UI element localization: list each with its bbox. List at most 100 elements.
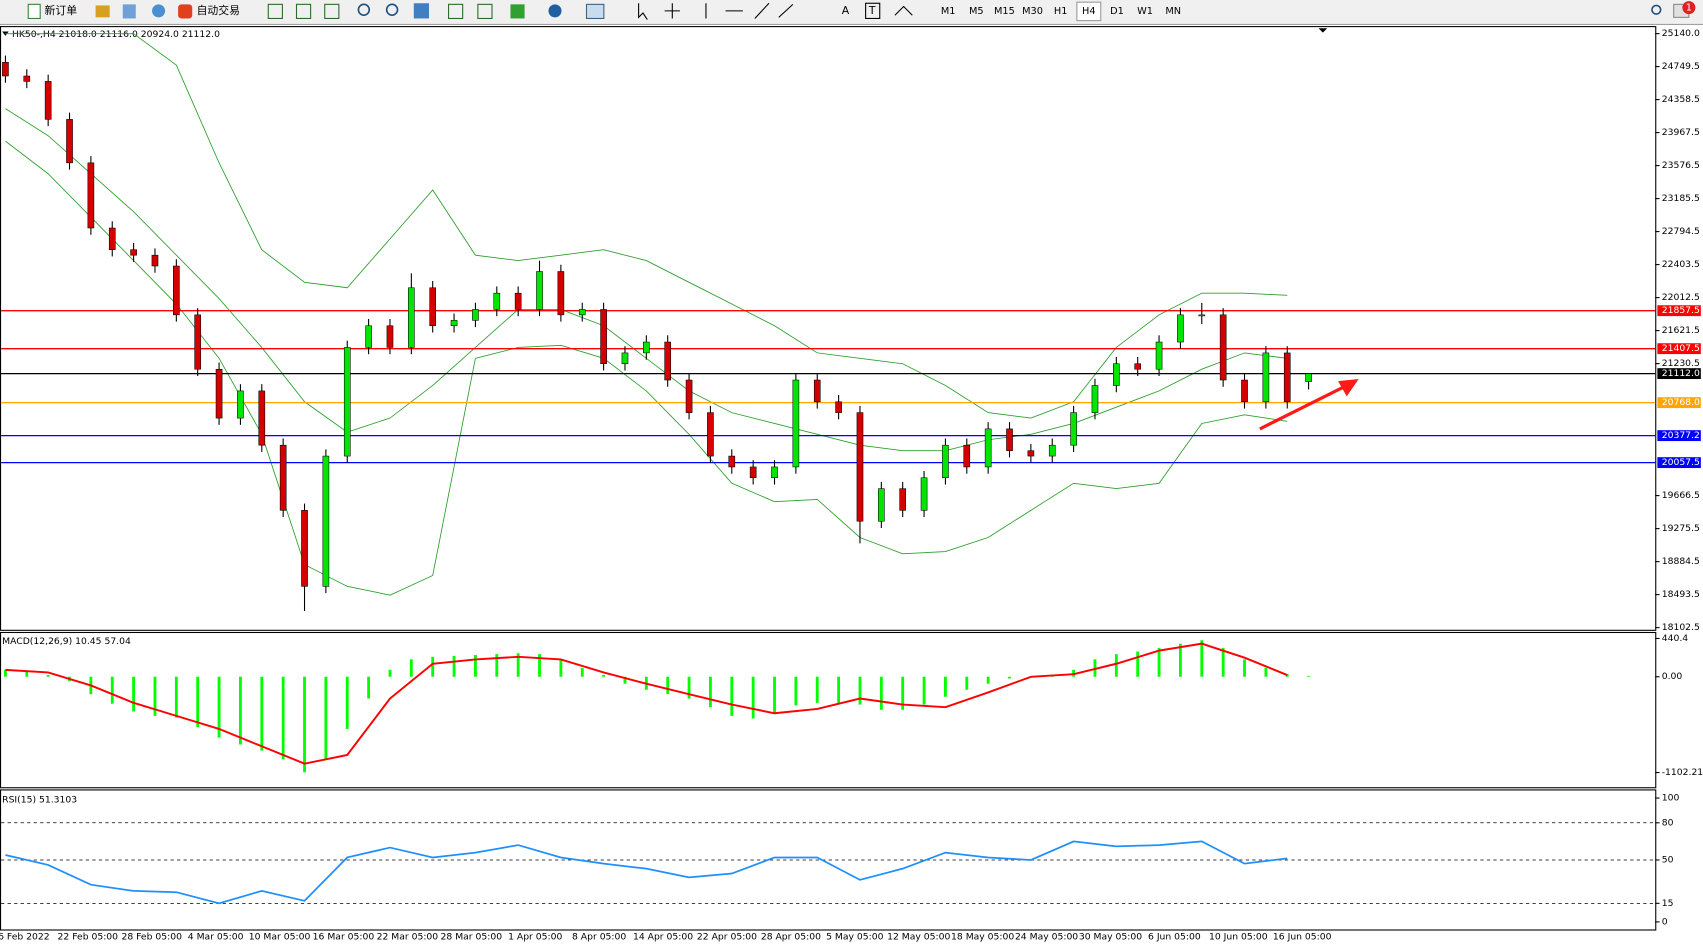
- macd-bar: [730, 676, 734, 716]
- candle-body: [1070, 412, 1077, 446]
- icon[interactable]: [638, 3, 648, 20]
- y-tick-label: 80: [1662, 817, 1674, 828]
- search-icon[interactable]: [1651, 4, 1662, 15]
- x-tick-label: 22 Apr 05:00: [697, 932, 757, 943]
- y-tick-label: 19275.5: [1662, 523, 1700, 534]
- new-order[interactable]: 新订单: [45, 3, 78, 17]
- macd-bar: [901, 676, 905, 710]
- price-level-tag: [1657, 457, 1701, 469]
- timeframe[interactable]: M5: [969, 6, 984, 17]
- price-level-tag: [1657, 343, 1701, 355]
- candle-body: [87, 162, 95, 229]
- icon[interactable]: [385, 3, 399, 17]
- timeframe[interactable]: MN: [1165, 6, 1181, 17]
- macd-bar: [858, 676, 862, 705]
- x-tick-label: 28 Apr 05:00: [761, 932, 821, 943]
- y-tick-label: 24749.5: [1662, 61, 1700, 72]
- macd-bar: [132, 676, 136, 712]
- icon[interactable]: [178, 4, 193, 19]
- timeframe[interactable]: M15: [994, 6, 1015, 17]
- macd-bar: [196, 676, 200, 728]
- macd-bar: [666, 676, 670, 695]
- candle-body: [984, 428, 992, 468]
- timeframe[interactable]: M1: [941, 6, 956, 17]
- timeframe[interactable]: D1: [1110, 6, 1124, 17]
- icon[interactable]: [152, 4, 166, 18]
- timeframe[interactable]: H4: [1082, 6, 1096, 17]
- x-tick-label: 16 Mar 05:00: [313, 932, 375, 943]
- macd-bar: [25, 671, 29, 677]
- candle-body: [621, 352, 629, 365]
- y-tick-label: 15: [1662, 898, 1674, 909]
- candle-body: [963, 444, 971, 468]
- y-tick-label: 440.4: [1662, 633, 1689, 644]
- y-tick-label: 100: [1662, 793, 1680, 804]
- icon[interactable]: [95, 5, 110, 18]
- macd-bar: [46, 675, 50, 677]
- timeframe[interactable]: M30: [1022, 6, 1043, 17]
- candle-body: [856, 412, 864, 522]
- x-tick-label: 22 Mar 05:00: [377, 932, 439, 943]
- x-tick-label: 8 Apr 05:00: [572, 932, 626, 943]
- y-tick-label: 23576.5: [1662, 160, 1700, 171]
- icon[interactable]: [324, 3, 340, 20]
- icon[interactable]: [267, 3, 283, 20]
- macd-bar: [345, 676, 349, 729]
- icon[interactable]: [894, 5, 913, 16]
- icon[interactable]: [413, 3, 430, 19]
- icon[interactable]: [357, 3, 371, 17]
- macd-bar: [1136, 651, 1140, 677]
- badge[interactable]: [1682, 1, 1696, 15]
- icon[interactable]: [295, 3, 312, 20]
- candle-body: [301, 510, 308, 587]
- x-tick-label: 10 Jun 05:00: [1209, 932, 1268, 943]
- price-level-label: 20377.2: [1662, 430, 1700, 441]
- candle-body: [365, 325, 372, 348]
- candle-body: [237, 390, 244, 419]
- timeframe[interactable]: H1: [1054, 6, 1068, 17]
- macd-bar: [409, 659, 413, 677]
- rsi-line: [5, 840, 1288, 905]
- macd-bar: [388, 669, 392, 677]
- candle-body: [258, 390, 266, 446]
- macd-bar: [794, 676, 798, 706]
- candle-body: [66, 119, 73, 164]
- candle-body: [1006, 428, 1013, 451]
- candle-body: [44, 81, 52, 120]
- icon[interactable]: [448, 3, 464, 20]
- label-tool[interactable]: T: [868, 4, 876, 17]
- candle-body: [878, 488, 885, 522]
- icon[interactable]: [477, 3, 493, 20]
- y-tick-label: 21230.5: [1662, 358, 1700, 369]
- candle-body: [664, 341, 672, 381]
- y-tick-label: 0.00: [1662, 671, 1683, 682]
- macd-bar: [1008, 676, 1011, 679]
- candle-body: [1134, 363, 1142, 370]
- candle-body: [942, 444, 949, 479]
- icon[interactable]: [585, 3, 605, 20]
- x-tick-label: 1 Apr 05:00: [508, 932, 562, 943]
- candle-body: [108, 227, 116, 250]
- candle-body: [429, 287, 437, 327]
- y-tick-label: 18102.5: [1662, 622, 1700, 633]
- text-tool[interactable]: A: [842, 4, 850, 17]
- x-tick-label: 10 Mar 05:00: [249, 932, 311, 943]
- x-tick-label: 12 May 05:00: [887, 932, 950, 943]
- candle-body: [600, 309, 607, 365]
- candle-body: [322, 455, 330, 587]
- auto-trading[interactable]: 自动交易: [197, 3, 240, 17]
- candle-body: [1198, 314, 1206, 317]
- macd-bar: [623, 676, 627, 684]
- icon[interactable]: [664, 3, 680, 19]
- icon[interactable]: [510, 4, 525, 19]
- candle-body: [1305, 373, 1312, 382]
- signal-line: [5, 642, 1288, 765]
- icon[interactable]: [548, 4, 562, 18]
- x-tick-label: 18 May 05:00: [951, 932, 1014, 943]
- macd-bar: [559, 659, 563, 677]
- icon[interactable]: [27, 3, 41, 20]
- icon[interactable]: [865, 2, 881, 20]
- timeframe[interactable]: W1: [1137, 6, 1153, 17]
- icon[interactable]: [705, 2, 794, 19]
- icon[interactable]: [122, 4, 136, 19]
